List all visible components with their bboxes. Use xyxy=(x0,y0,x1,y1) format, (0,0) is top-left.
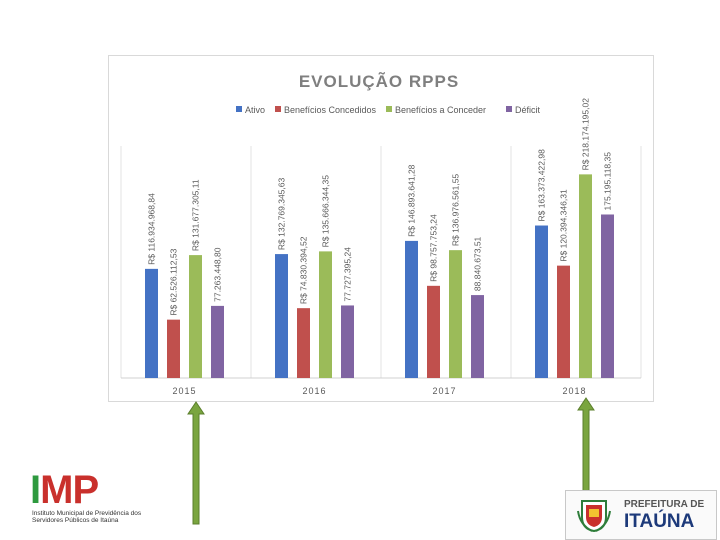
imp-logo: IMP Instituto Municipal de Previdência d… xyxy=(30,470,170,530)
bar-label-2016-3: 77.727.395,24 xyxy=(343,247,353,302)
bar-2018-0 xyxy=(535,225,548,378)
bar-2015-2 xyxy=(189,255,202,378)
bar-2017-3 xyxy=(471,295,484,378)
bars xyxy=(145,174,614,378)
prefeitura-label: PREFEITURA DE xyxy=(624,499,705,510)
imp-letter-i: I xyxy=(30,468,41,512)
chart-frame: EVOLUÇÃO RPPS Ativo Benefícios Concedidos… xyxy=(108,55,654,402)
legend-label-1: Benefícios Concedidos xyxy=(284,105,377,115)
legend-label-2: Benefícios a Conceder xyxy=(395,105,486,115)
bar-labels: R$ 116.934.968,84 R$ 62.526.112,53 R$ 131.… xyxy=(147,98,613,316)
bar-label-2017-2: R$ 136.976.561,55 xyxy=(451,174,461,247)
bar-label-2016-0: R$ 132.769.345,63 xyxy=(277,177,287,250)
bar-label-2016-1: R$ 74.830.394,52 xyxy=(299,236,309,304)
bar-label-2017-1: R$ 98.757.753,24 xyxy=(429,214,439,282)
bar-2015-3 xyxy=(211,305,224,378)
bar-label-2018-0: R$ 163.373.422,98 xyxy=(537,149,547,222)
arrow-2015-shape xyxy=(187,401,205,525)
chart-svg: EVOLUÇÃO RPPS Ativo Benefícios Concedidos… xyxy=(120,71,642,396)
bar-label-2018-2: R$ 218.174.195,02 xyxy=(581,98,591,171)
bar-label-2018-1: R$ 120.394.346,31 xyxy=(559,189,569,262)
legend: Ativo Benefícios Concedidos Benefícios a C… xyxy=(236,105,541,115)
bar-label-2018-3: 175.195.118,35 xyxy=(603,152,613,211)
bar-2016-1 xyxy=(297,308,310,378)
bar-label-2015-2: R$ 131.677.305,11 xyxy=(191,179,201,251)
x-tick-2017: 2017 xyxy=(432,386,456,396)
legend-label-3: Déficit xyxy=(515,105,541,115)
bar-2018-1 xyxy=(557,265,570,378)
chart-title: EVOLUÇÃO RPPS xyxy=(299,71,459,91)
x-tick-2016: 2016 xyxy=(302,386,326,396)
bar-label-2017-3: 88.840.673,51 xyxy=(473,236,483,291)
imp-logo-letters: IMP xyxy=(30,468,99,512)
imp-letter-m: M xyxy=(40,468,73,512)
imp-letter-p: P xyxy=(72,468,99,512)
legend-swatch-3 xyxy=(506,106,512,112)
bar-2017-2 xyxy=(449,250,462,378)
legend-swatch-0 xyxy=(236,106,242,112)
bar-2016-2 xyxy=(319,251,332,378)
bar-2017-0 xyxy=(405,240,418,378)
x-tick-2018: 2018 xyxy=(562,386,586,396)
bar-2015-1 xyxy=(167,319,180,378)
bar-2017-1 xyxy=(427,285,440,378)
bar-label-2015-0: R$ 116.934.968,84 xyxy=(147,193,157,265)
legend-swatch-2 xyxy=(386,106,392,112)
bar-2018-3 xyxy=(601,214,614,378)
bar-2016-3 xyxy=(341,305,354,378)
imp-logo-subtitle: Instituto Municipal de Previdência dos S… xyxy=(32,510,142,524)
bar-label-2015-1: R$ 62.526.112,53 xyxy=(169,248,179,315)
itauna-coat-of-arms-icon xyxy=(577,500,611,533)
bar-label-2017-0: R$ 146.893.641,28 xyxy=(407,164,417,237)
bar-label-2015-3: 77.263.448,80 xyxy=(213,247,223,302)
category-separators xyxy=(120,146,642,378)
legend-label-0: Ativo xyxy=(245,105,265,115)
bar-2015-0 xyxy=(145,268,158,378)
legend-swatch-1 xyxy=(275,106,281,112)
bar-label-2016-2: R$ 135.666.344,35 xyxy=(321,175,331,248)
bar-2016-0 xyxy=(275,254,288,378)
bar-2018-2 xyxy=(579,174,592,378)
x-tick-labels: 2015 2016 2017 2018 xyxy=(172,386,586,396)
arrow-2015 xyxy=(187,401,205,525)
prefeitura-itauna-logo: PREFEITURA DE ITAÚNA xyxy=(565,490,717,540)
x-tick-2015: 2015 xyxy=(172,386,196,396)
itauna-label: ITAÚNA xyxy=(624,511,695,532)
